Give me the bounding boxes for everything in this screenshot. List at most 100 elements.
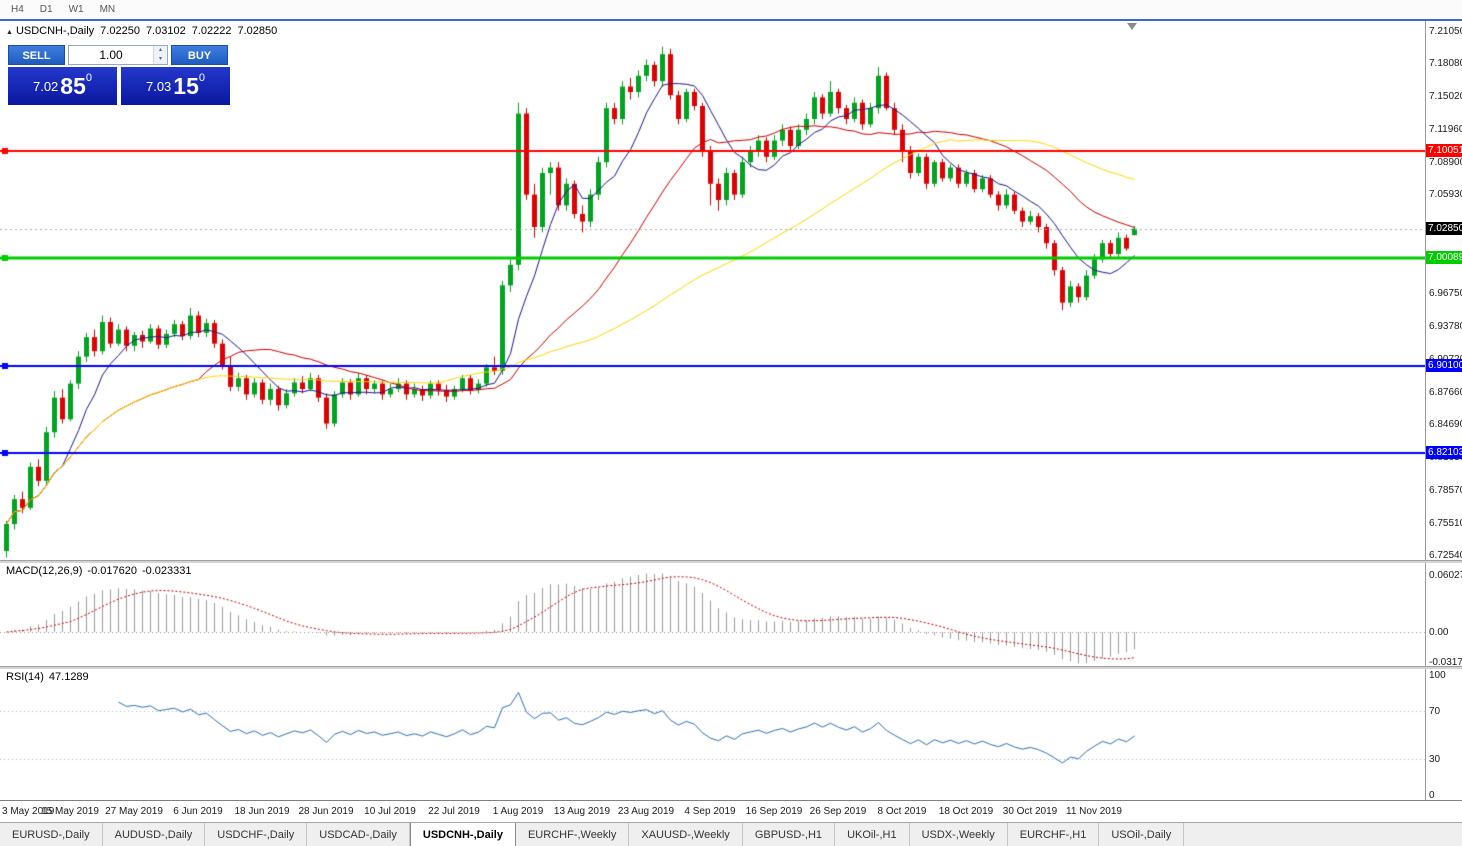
- panel-splitter-macd[interactable]: [0, 560, 1462, 563]
- time-axis-label: 22 Jul 2019: [428, 806, 480, 817]
- price-line-tag[interactable]: 7.10051: [1426, 143, 1462, 157]
- price-axis[interactable]: 7.21050 7.18080 7.15020 7.11960 7.08900 7.059…: [1425, 21, 1462, 561]
- candlestick-chart-canvas[interactable]: [0, 21, 1425, 560]
- time-axis[interactable]: 3 May 2019 15 May 2019 27 May 2019 6 Jun 20…: [0, 800, 1462, 822]
- time-axis-label: 28 Jun 2019: [298, 806, 354, 817]
- time-axis-label: 18 Jun 2019: [234, 806, 290, 817]
- timeframe-button-w1[interactable]: W1: [68, 4, 84, 15]
- rsi-value: 47.1289: [48, 671, 89, 683]
- period-toolbar: H4 D1 W1 MN: [0, 0, 1462, 19]
- volume-input[interactable]: [69, 46, 153, 64]
- chart-window-top-border: [0, 19, 1462, 21]
- time-axis-label: 27 May 2019: [105, 806, 163, 817]
- time-axis-label: 18 Oct 2019: [938, 806, 994, 817]
- volume-field: ▴ ▾: [68, 45, 168, 65]
- bid-pipette: 0: [85, 72, 93, 84]
- ask-pips: 15: [173, 72, 199, 99]
- rsi-canvas[interactable]: [0, 669, 1425, 800]
- time-axis-label: 15 May 2019: [41, 806, 99, 817]
- ohlc-low: 7.02222: [191, 25, 232, 37]
- price-axis-label: 6.93780: [1429, 320, 1462, 332]
- chart-tab-usoil-daily[interactable]: USOil-,Daily: [1099, 823, 1185, 846]
- price-axis-label: 7.18080: [1429, 58, 1462, 70]
- macd-header: MACD(12,26,9) -0.017620 -0.023331: [6, 565, 197, 577]
- chart-tab-eurchf-h1[interactable]: EURCHF-,H1: [1008, 823, 1100, 846]
- chart-shift-icon[interactable]: [1127, 23, 1137, 30]
- chart-tab-usdcad-daily[interactable]: USDCAD-,Daily: [307, 823, 410, 846]
- macd-axis: 0.060273 0.00 -0.031725: [1425, 563, 1462, 668]
- ask-main: 7.03: [145, 78, 172, 94]
- time-axis-label: 30 Oct 2019: [1002, 806, 1058, 817]
- price-axis-label: 7.15020: [1429, 91, 1462, 103]
- time-axis-label: 1 Aug 2019: [492, 806, 544, 817]
- chart-tab-gbpusd-h1[interactable]: GBPUSD-,H1: [743, 823, 836, 846]
- price-line-tag[interactable]: 6.90100: [1426, 359, 1462, 373]
- rsi-panel: 100 70 30 0 RSI(14) 47.1289: [0, 669, 1462, 801]
- chart-tab-eurusd-daily[interactable]: EURUSD-,Daily: [0, 823, 103, 846]
- symbol-period-label: USDCNH-,Daily: [15, 25, 95, 37]
- rsi-header: RSI(14) 47.1289: [6, 671, 94, 683]
- chart-tab-usdchf-daily[interactable]: USDCHF-,Daily: [205, 823, 308, 846]
- buy-price-display[interactable]: 7.03 15 0: [121, 67, 230, 105]
- macd-axis-label: -0.031725: [1429, 656, 1462, 668]
- buy-button[interactable]: BUY: [171, 45, 228, 65]
- bid-pips: 85: [60, 72, 86, 99]
- price-axis-label: 6.90720: [1429, 354, 1462, 365]
- chart-tab-usdcnh-daily[interactable]: USDCNH-,Daily: [409, 823, 516, 846]
- macd-canvas[interactable]: [0, 563, 1425, 666]
- price-line-tag[interactable]: 7.00089: [1426, 251, 1462, 265]
- macd-axis-label: 0.00: [1429, 627, 1449, 638]
- price-axis-label: 6.87660: [1429, 386, 1462, 398]
- price-axis-label: 6.96750: [1429, 288, 1462, 300]
- chart-tab-ukoil-h1[interactable]: UKOil-,H1: [835, 823, 910, 846]
- timeframe-button-h4[interactable]: H4: [11, 4, 24, 15]
- time-axis-label: 16 Sep 2019: [745, 806, 803, 817]
- bid-main: 7.02: [32, 78, 59, 94]
- price-axis-label: 6.72540: [1429, 550, 1462, 561]
- price-axis-label: 7.08900: [1429, 157, 1462, 169]
- timeframe-button-d1[interactable]: D1: [39, 4, 53, 15]
- rsi-title: RSI(14): [6, 671, 44, 683]
- price-axis-label: 6.75510: [1429, 517, 1462, 529]
- macd-value-2: -0.023331: [141, 565, 192, 577]
- price-axis-label: 7.05930: [1429, 189, 1462, 201]
- rsi-axis-label: 30: [1429, 754, 1441, 765]
- price-line-tag[interactable]: 6.82103: [1426, 445, 1462, 459]
- time-axis-label: 13 Aug 2019: [553, 806, 611, 817]
- rsi-axis-label: 100: [1429, 670, 1446, 681]
- volume-spinner: ▴ ▾: [153, 46, 167, 64]
- rsi-axis: 100 70 30 0: [1425, 669, 1462, 801]
- ohlc-high: 7.03102: [145, 25, 186, 37]
- rsi-axis-label: 70: [1429, 706, 1441, 717]
- panel-splitter-rsi[interactable]: [0, 666, 1462, 669]
- time-axis-label: 11 Nov 2019: [1066, 806, 1122, 817]
- chart-tab-usdx-weekly[interactable]: USDX-,Weekly: [910, 823, 1008, 846]
- current-price-tag: 7.02850: [1426, 221, 1462, 235]
- time-axis-label: 4 Sep 2019: [684, 806, 736, 817]
- volume-down-icon[interactable]: ▾: [154, 55, 167, 64]
- timeframe-button-mn[interactable]: MN: [99, 4, 116, 15]
- rsi-axis-label: 0: [1429, 790, 1435, 801]
- price-axis-label: 6.84690: [1429, 418, 1462, 430]
- chart-tab-xauusd-weekly[interactable]: XAUUSD-,Weekly: [629, 823, 743, 846]
- ohlc-open: 7.02250: [100, 25, 140, 37]
- chart-tab-bar: EURUSD-,Daily AUDUSD-,Daily USDCHF-,Daily U…: [0, 822, 1462, 846]
- time-axis-label: 10 Jul 2019: [364, 806, 416, 817]
- ohlc-close: 7.02850: [237, 25, 278, 37]
- sell-price-display[interactable]: 7.02 85 0: [8, 67, 117, 105]
- chart-tab-audusd-daily[interactable]: AUDUSD-,Daily: [103, 823, 206, 846]
- time-axis-label: 8 Oct 2019: [877, 806, 927, 817]
- macd-axis-label: 0.060273: [1429, 570, 1462, 582]
- chart-window: 7.21050 7.18080 7.15020 7.11960 7.08900 7.059…: [0, 21, 1462, 561]
- chart-header: ▲ USDCNH-,Daily 7.02250 7.03102 7.02222 7.028…: [6, 25, 277, 37]
- time-axis-label: 6 Jun 2019: [173, 806, 223, 817]
- time-axis-label: 26 Sep 2019: [809, 806, 867, 817]
- expand-arrow-icon[interactable]: ▲: [6, 29, 13, 36]
- sell-button[interactable]: SELL: [8, 45, 65, 65]
- price-axis-label: 7.21050: [1429, 26, 1462, 38]
- chart-tab-eurchf-weekly[interactable]: EURCHF-,Weekly: [516, 823, 630, 846]
- volume-up-icon[interactable]: ▴: [154, 46, 167, 55]
- price-axis-label: 7.11960: [1429, 124, 1462, 136]
- time-axis-label: 3 May 2019: [2, 806, 55, 817]
